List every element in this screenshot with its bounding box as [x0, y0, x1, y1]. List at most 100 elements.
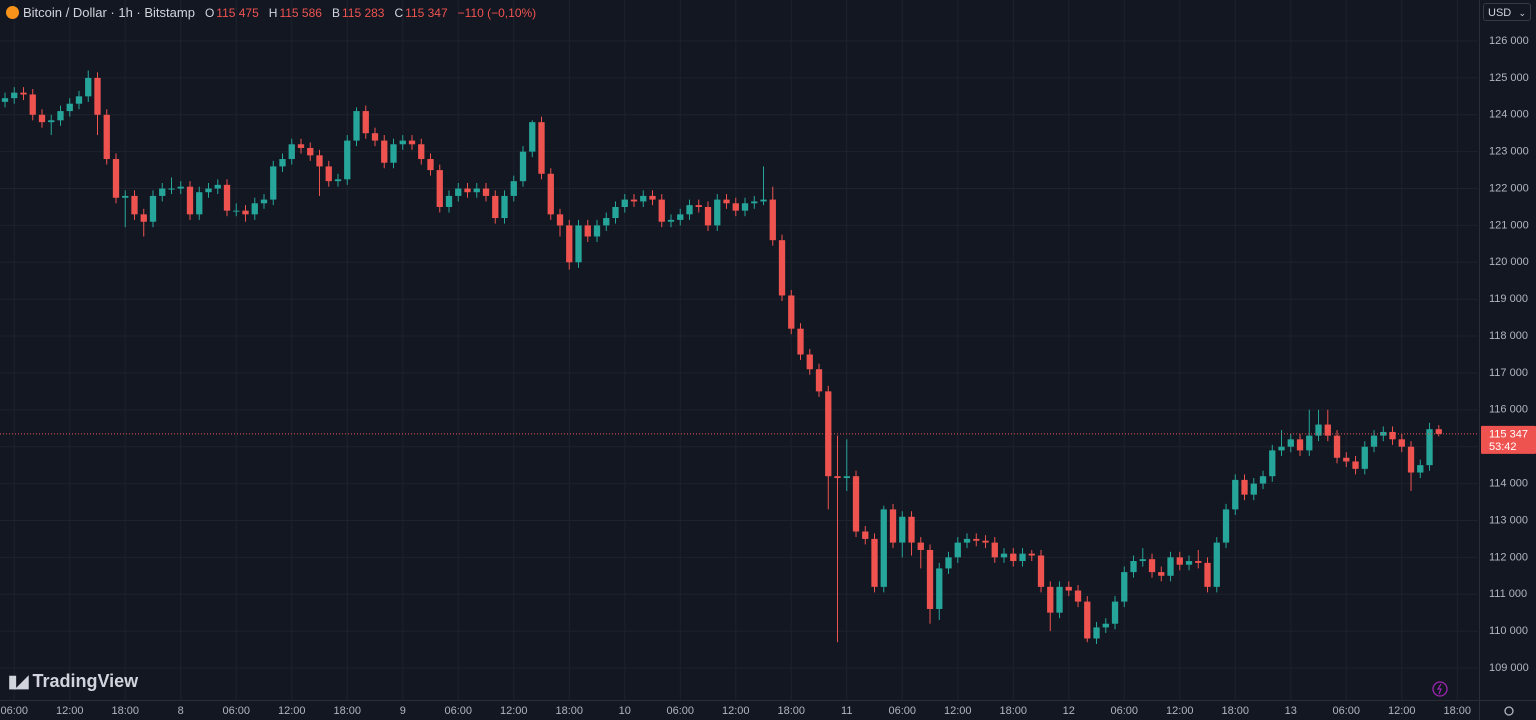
x-tick-label: 18:00 [333, 705, 361, 717]
currency-button[interactable]: USD ⌄ [1483, 3, 1531, 21]
candle-body [1296, 439, 1304, 451]
candle-body [307, 147, 314, 156]
candle-body [575, 225, 582, 263]
candle-body [1148, 559, 1156, 573]
candle-body [297, 144, 305, 148]
candle-body [741, 203, 749, 211]
x-tick-label: 12:00 [56, 705, 84, 717]
candle-body [103, 114, 110, 160]
x-tick-label: 13 [1285, 705, 1297, 717]
ohlc-key: O [204, 5, 215, 20]
candle-body [205, 188, 212, 193]
settings-icon[interactable] [1504, 706, 1514, 716]
candle-body [556, 214, 564, 226]
x-tick-label: 06:00 [889, 705, 917, 717]
ohlc-key: C [394, 5, 404, 20]
candle-body [168, 188, 175, 190]
candle-body [667, 219, 675, 222]
candle-body [1121, 572, 1128, 602]
x-tick-label: 12:00 [1166, 705, 1194, 717]
candle-body [94, 77, 101, 115]
candle-body [695, 205, 702, 207]
candle-body [1426, 429, 1433, 466]
candle-body [381, 140, 388, 163]
candle-body [233, 210, 240, 212]
candle-body [131, 195, 138, 215]
candle-body [751, 201, 758, 204]
candle-body [362, 111, 369, 134]
candle-body [1074, 590, 1082, 602]
candle-body [1435, 429, 1442, 434]
candle-body [325, 166, 332, 182]
y-tick-label: 111 000 [1489, 588, 1527, 600]
candle-body [769, 199, 776, 241]
candle-body [57, 111, 64, 121]
candle-body [778, 240, 786, 296]
candle-body [1056, 586, 1063, 613]
candle-body [899, 516, 906, 543]
y-tick-label: 121 000 [1489, 219, 1529, 231]
y-tick-label: 125 000 [1489, 72, 1529, 84]
candle-body [1037, 555, 1045, 587]
x-tick-label: 06:00 [0, 705, 28, 717]
candle-body [1204, 562, 1211, 587]
x-tick-label: 18:00 [777, 705, 805, 717]
candle-body [390, 144, 397, 163]
candle-body [686, 205, 693, 215]
candle-body [1084, 601, 1091, 639]
ohlc-value: 115 347 [405, 5, 448, 20]
candle-body [122, 195, 129, 198]
candle-body [1158, 572, 1165, 576]
candle-body [464, 188, 471, 193]
x-tick-label: 12 [1063, 705, 1075, 717]
candle-body [260, 199, 268, 204]
candle-body [159, 188, 166, 196]
candle-body [982, 540, 989, 543]
candle-body [584, 225, 591, 237]
x-tick-label: 11 [841, 705, 852, 717]
brand-name: TradingView [32, 671, 139, 691]
last-price-box [1481, 425, 1536, 454]
x-tick-label: 12:00 [500, 705, 528, 717]
candle-body [75, 96, 83, 104]
ohlc-key: B [331, 5, 340, 20]
ohlc-value: 115 586 [279, 5, 322, 20]
candle-body [732, 203, 739, 211]
x-tick-label: 06:00 [444, 705, 472, 717]
candle-body [640, 195, 647, 202]
candle-body [1195, 561, 1202, 563]
candle-body [1269, 450, 1276, 477]
candle-body [1315, 424, 1322, 436]
y-tick-label: 124 000 [1489, 109, 1529, 121]
x-tick-label: 12:00 [278, 705, 306, 717]
candle-body [963, 538, 971, 543]
candle-body [566, 225, 573, 263]
candle-body [815, 369, 823, 392]
candle-body [1130, 561, 1137, 573]
candle-body [1167, 557, 1174, 576]
candle-body [658, 199, 665, 222]
candle-body [788, 295, 795, 329]
candle-body [1213, 542, 1220, 587]
candle-body [612, 206, 619, 219]
candle-body [630, 199, 638, 202]
candle-body [806, 354, 813, 370]
candle-body [797, 328, 804, 355]
candle-body [1361, 446, 1368, 469]
candle-body [704, 206, 712, 226]
x-tick-label: 06:00 [1333, 705, 1361, 717]
price-change: −110 (−0,10%) [457, 5, 537, 20]
candle-body [270, 166, 277, 200]
symbol-header: Bitcoin / Dollar · 1h · Bitstamp O 115 47… [6, 5, 536, 20]
candle-body [427, 159, 434, 171]
candle-body [1259, 476, 1267, 484]
lightning-bolt [1436, 683, 1442, 695]
candle-body [492, 195, 499, 219]
candle-body [991, 542, 998, 558]
candle-body [436, 170, 443, 207]
candle-body [1241, 479, 1248, 495]
lightning-icon[interactable] [1432, 681, 1448, 697]
candle-body [48, 120, 55, 123]
candle-body [889, 509, 897, 543]
y-tick-label: 113 000 [1489, 514, 1528, 526]
